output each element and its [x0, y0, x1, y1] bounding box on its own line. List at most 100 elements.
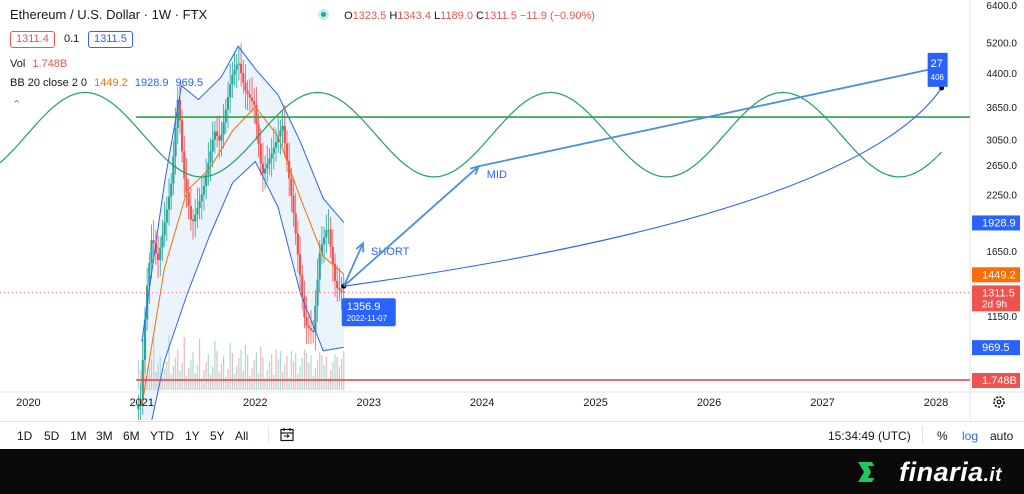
candle-body: [202, 185, 206, 195]
volume-bar: [146, 375, 148, 390]
candle-body: [220, 134, 223, 141]
symbol-title[interactable]: Ethereum / U.S. Dollar · 1W · FTX: [10, 7, 208, 22]
volume-bar: [159, 356, 161, 390]
volume-legend[interactable]: Vol 1.748B: [10, 58, 67, 70]
candle-body: [152, 240, 155, 243]
high-value: 1343.4: [397, 10, 431, 22]
range-button-1y[interactable]: 1Y: [185, 429, 200, 443]
candle-body: [143, 319, 147, 360]
price-axis-label-bg: [972, 340, 1020, 356]
candle-body: [224, 109, 227, 123]
candle-body: [242, 73, 245, 83]
candle-body: [320, 244, 324, 254]
candle-body: [318, 253, 321, 280]
candle-body: [237, 63, 240, 65]
volume-bar: [343, 351, 345, 390]
settings-gear-icon[interactable]: [993, 396, 1005, 408]
range-button-5d[interactable]: 5D: [44, 429, 60, 443]
volume-bar: [194, 373, 196, 390]
brand-logo[interactable]: finaria.it: [899, 457, 1002, 488]
candle-body: [189, 205, 192, 220]
collapse-legend-icon[interactable]: ⌃: [12, 99, 22, 111]
range-button-6m[interactable]: 6M: [123, 429, 140, 443]
bollinger-legend[interactable]: BB 20 close 2 0 1449.2 1928.9 969.5: [10, 77, 203, 89]
volume-bar: [319, 352, 321, 390]
volume-bar: [327, 378, 330, 390]
volume-bar: [155, 372, 157, 390]
volume-bar: [233, 374, 236, 390]
range-button-all[interactable]: All: [235, 429, 249, 443]
target-callout-sub: 406: [931, 73, 945, 82]
time-tick-label: 2022: [243, 397, 267, 409]
volume-bar: [253, 360, 255, 390]
candle-body: [246, 90, 249, 95]
calendar-icon[interactable]: [280, 427, 294, 442]
candle-body: [213, 131, 216, 140]
range-button-3m[interactable]: 3M: [96, 429, 113, 443]
bollinger-label: BB 20 close 2 0: [10, 77, 88, 89]
trend-line: [342, 242, 364, 287]
volume-bar: [286, 356, 288, 390]
candle-body: [194, 214, 197, 222]
candle-body: [209, 151, 212, 163]
volume-bar: [166, 361, 168, 390]
candle-body: [148, 262, 151, 286]
bollinger-upper-line: [141, 45, 345, 342]
low-value: 1189.0: [440, 10, 473, 22]
candle-body: [176, 99, 179, 129]
chevron-down-icon[interactable]: ⌄: [190, 6, 200, 18]
close-label: C: [476, 10, 484, 22]
price-tick-label: 6400.0: [986, 1, 1017, 12]
volume-bar: [236, 366, 238, 390]
candle-body: [163, 222, 166, 236]
volume-bar: [290, 351, 292, 390]
buy-price-button[interactable]: 1311.5: [88, 31, 133, 48]
volume-bar: [268, 362, 271, 390]
candle-body: [279, 130, 282, 137]
volume-bar: [264, 378, 266, 390]
volume-bar: [273, 375, 275, 390]
range-button-ytd[interactable]: YTD: [150, 429, 174, 443]
volume-bar: [308, 363, 310, 390]
range-button-1m[interactable]: 1M: [70, 429, 87, 443]
candle-body: [292, 195, 295, 214]
clock-readout[interactable]: 15:34:49 (UTC): [828, 429, 911, 443]
candle-body: [150, 240, 153, 263]
price-tick-label: 1650.0: [986, 247, 1017, 258]
volume-bar: [316, 360, 319, 390]
price-axis-label: 1311.5: [982, 287, 1015, 299]
volume-bar: [220, 364, 223, 390]
candle-body: [222, 122, 225, 135]
volume-bar: [262, 357, 264, 390]
candle-body: [180, 120, 184, 152]
candle-body: [333, 263, 337, 281]
candle-body: [156, 253, 160, 260]
volume-bar: [271, 354, 273, 390]
candle-body: [154, 242, 157, 254]
volume-bar: [295, 353, 297, 390]
time-tick-label: 2024: [470, 397, 494, 409]
volume-bar: [161, 377, 164, 390]
sell-price-button[interactable]: 1311.4: [10, 31, 55, 48]
volume-bar: [312, 376, 314, 390]
range-button-5y[interactable]: 5Y: [210, 429, 225, 443]
volume-value: 1.748B: [32, 58, 68, 70]
candle-body: [231, 74, 234, 85]
toolbar-divider: [268, 426, 269, 444]
volume-bar: [275, 349, 277, 390]
candle-body: [174, 128, 177, 157]
time-tick-label: 2025: [583, 397, 607, 409]
candle-body: [285, 143, 289, 161]
price-axis-label: 1449.2: [982, 269, 1016, 281]
auto-scale-toggle[interactable]: auto: [990, 429, 1014, 443]
candle-body: [294, 213, 297, 234]
candle-body: [215, 131, 219, 137]
candle-body: [235, 64, 238, 70]
volume-bar: [323, 365, 325, 390]
range-button-1d[interactable]: 1D: [17, 429, 33, 443]
log-scale-toggle[interactable]: log: [962, 429, 979, 443]
trend-arrowhead: [469, 164, 481, 175]
brand-footer: finaria.it: [0, 449, 1024, 494]
percent-scale-toggle[interactable]: %: [937, 429, 948, 443]
